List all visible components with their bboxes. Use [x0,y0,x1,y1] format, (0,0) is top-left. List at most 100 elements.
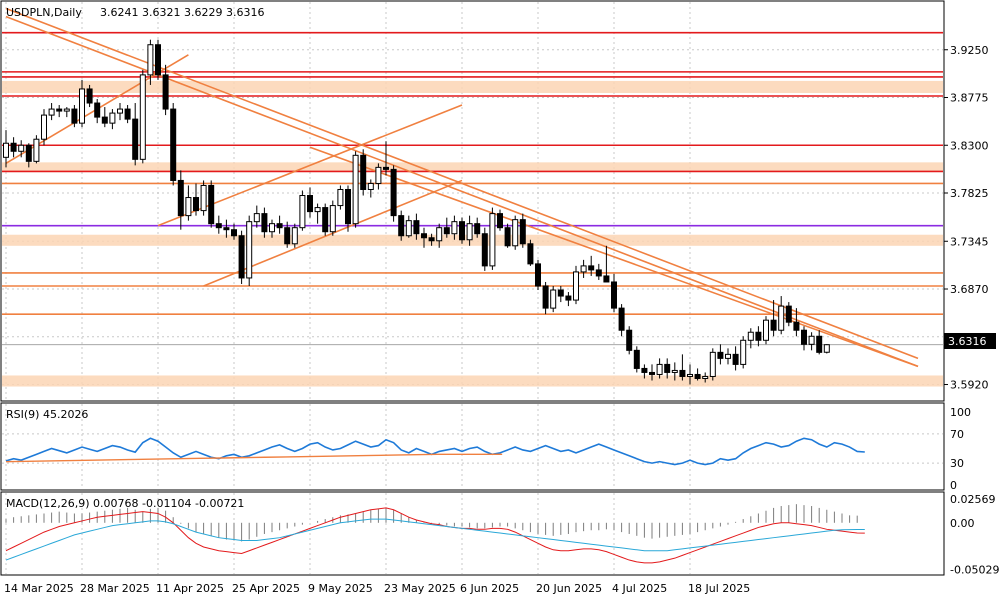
candle-bear [443,227,450,235]
candle-bear [132,118,139,160]
candle-bear [717,351,724,359]
macd-line [5,507,865,564]
symbol-title: USDPLN,Daily [6,6,82,19]
candle-bear [801,329,807,345]
candle-bear [421,233,427,239]
x-axis-tick-label: 20 Jun 2025 [536,582,602,595]
candle-bull [117,108,123,114]
candle-bear [626,329,633,351]
support-resistance-zone [2,80,943,93]
price-axis-tick-label: 3.8775 [950,92,989,105]
candle-bull [269,223,275,233]
candle-bear [208,184,215,225]
trendline [309,146,919,368]
x-axis-tick-label: 4 Jul 2025 [612,582,667,595]
candle-bear [124,108,131,120]
candle-bear [238,235,245,279]
candle-bear [565,295,572,301]
candle-bull [352,154,359,225]
rsi-pane [0,402,945,491]
candle-bull [656,363,663,375]
candle-bear [527,243,534,265]
price-axis-tick-label: 3.7345 [950,235,989,248]
macd-signal-line [5,518,865,561]
candle-bull [299,195,306,229]
candle-bull [489,213,496,267]
rsi-line [5,437,865,466]
candle-bear [504,227,511,247]
candle-bear [649,371,655,375]
candle-bear [633,349,640,369]
candle-bull [687,373,693,377]
candle-bear [390,168,397,217]
candle-bull [808,335,815,345]
x-axis-tick-label: 9 May 2025 [308,582,373,595]
candle-bear [459,221,465,241]
candle-bear [345,188,351,225]
candle-bear [542,285,549,309]
candle-bear [193,197,199,212]
candle-bull [436,227,443,242]
candle-bull [337,188,344,207]
candle-bear [71,108,78,124]
candle-bull [573,271,579,301]
support-resistance-zone [2,162,943,172]
candle-bear [284,227,291,245]
candle-bear [261,213,268,233]
candle-bull [200,184,207,212]
price-axis-tick-label: 3.5920 [950,379,989,392]
candle-bull [466,223,473,241]
price-axis-tick-label: 3.7825 [950,187,989,200]
price-axis-tick-label: 3.8300 [950,139,989,152]
candle-bull [375,166,382,184]
candle-bull [63,108,70,112]
candle-bull [18,144,25,152]
candle-bull [185,197,192,217]
candle-bull [747,331,754,341]
last-price-badge [944,333,996,349]
candle-bull [139,74,146,160]
candle-bull [41,114,47,140]
candle-bear [557,289,564,297]
rsi-axis-tick-label: 70 [950,428,964,441]
candle-bear [231,229,237,237]
candle-bull [709,351,716,377]
candle-bear [474,223,481,235]
candle-bull [147,44,154,76]
price-axis-tick-label: 3.9250 [950,44,989,57]
candle-bear [94,102,101,118]
price-axis-tick-label: 3.6870 [950,283,989,296]
candle-bear [755,331,762,341]
x-axis-tick-label: 14 Mar 2025 [4,582,74,595]
candle-bear [383,166,389,170]
x-axis-tick-label: 11 Apr 2025 [156,582,224,595]
candle-bear [155,44,161,76]
rsi-title: RSI(9) 45.2026 [6,408,88,421]
candle-bear [215,223,222,229]
candle-bear [307,195,313,213]
candle-bear [276,223,283,229]
candle-bear [101,116,108,124]
candle-bear [481,233,488,267]
candle-bull [79,88,85,124]
x-axis-tick-label: 28 Mar 2025 [80,582,150,595]
candle-bull [246,221,253,279]
candle-bull [763,319,769,341]
candle-bear [10,142,17,152]
candle-bear [770,319,777,331]
candle-bear [603,275,610,283]
candle-bull [329,205,336,233]
candle-bear [223,227,230,231]
candle-bear [588,265,595,271]
macd-axis-tick-label: 0.02569 [950,493,996,506]
candle-bull [48,108,55,116]
candle-bear [428,237,435,242]
candle-bull [405,220,412,237]
macd-axis-tick-label: 0.00 [950,517,975,530]
candle-bear [519,219,526,245]
candle-bear [641,367,648,373]
candle-bear [732,353,739,365]
candle-bear [679,369,686,377]
candle-bull [550,289,557,309]
